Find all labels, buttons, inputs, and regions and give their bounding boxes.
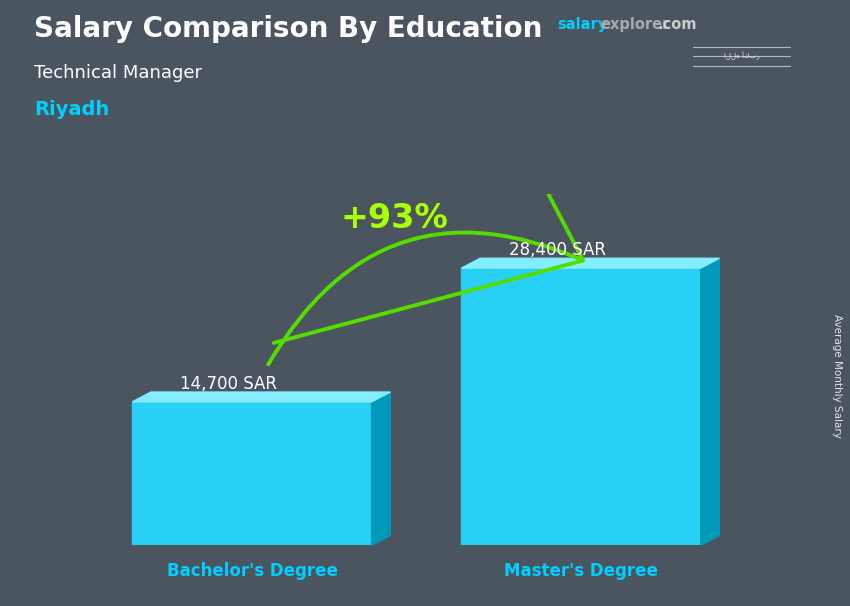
Text: +93%: +93% <box>340 202 448 235</box>
Text: Technical Manager: Technical Manager <box>34 64 202 82</box>
Bar <box>462 268 700 545</box>
FancyArrowPatch shape <box>269 0 583 364</box>
Polygon shape <box>133 392 390 402</box>
Text: .com: .com <box>658 17 697 32</box>
Text: Average Monthly Salary: Average Monthly Salary <box>832 314 842 438</box>
Text: Salary Comparison By Education: Salary Comparison By Education <box>34 15 542 43</box>
Text: 14,700 SAR: 14,700 SAR <box>179 375 276 393</box>
Text: explorer: explorer <box>600 17 670 32</box>
Polygon shape <box>462 258 719 268</box>
Text: salary: salary <box>557 17 607 32</box>
Polygon shape <box>371 392 390 545</box>
Bar <box>133 402 371 545</box>
Text: الله أكبر: الله أكبر <box>723 52 760 61</box>
Text: 28,400 SAR: 28,400 SAR <box>508 241 605 259</box>
Polygon shape <box>700 258 719 545</box>
Text: Riyadh: Riyadh <box>34 100 110 119</box>
